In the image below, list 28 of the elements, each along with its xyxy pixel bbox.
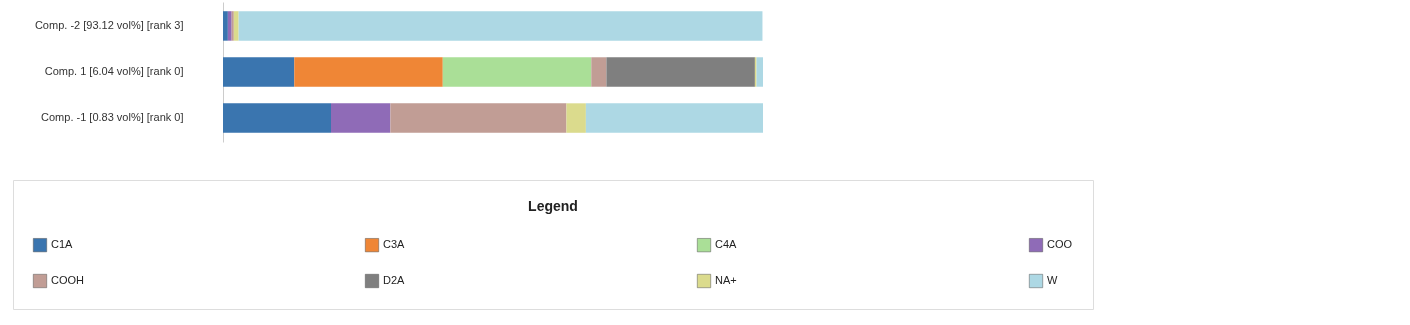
bar — [606, 57, 755, 87]
bar — [756, 57, 763, 87]
bar — [223, 103, 331, 133]
legend-label: COO — [1047, 238, 1073, 251]
legend-label: C4A — [715, 238, 738, 251]
bar — [294, 57, 443, 87]
y-tick-label: Comp. -1 [0.83 vol%] [rank 0] — [41, 111, 184, 124]
legend-title: Legend — [528, 198, 578, 214]
legend-label: W — [1047, 274, 1058, 286]
y-tick-label: Comp. 1 [6.04 vol%] [rank 0] — [44, 65, 184, 77]
bar — [231, 11, 234, 41]
legend-label: NA+ — [715, 274, 737, 286]
legend-label: D2A — [383, 274, 406, 286]
legend-label: COOH — [51, 274, 85, 286]
legend-label: C1A — [51, 238, 74, 251]
bar — [591, 57, 607, 87]
bar — [331, 103, 391, 133]
bar — [223, 11, 228, 41]
bar — [227, 11, 232, 41]
bar — [223, 57, 295, 87]
bar — [566, 103, 586, 133]
bar — [442, 57, 592, 87]
y-tick-label: Comp. -2 [93.12 vol%] [rank 3] — [34, 18, 184, 31]
bar — [390, 103, 567, 133]
bar — [585, 103, 763, 133]
legend-label: C3A — [383, 238, 406, 251]
bar — [238, 11, 763, 41]
bar — [233, 11, 239, 41]
